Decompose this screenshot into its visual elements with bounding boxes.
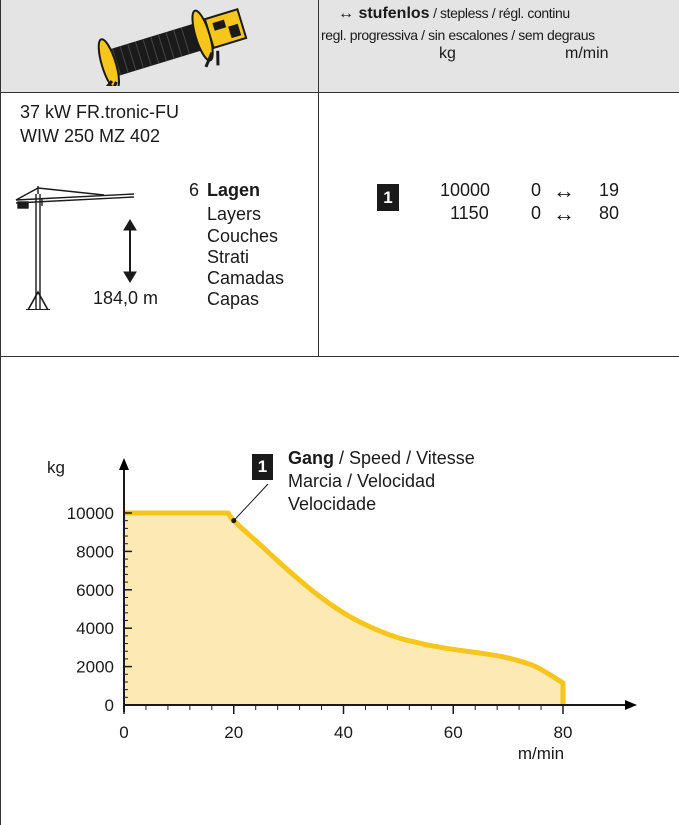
layer-label-it: Strati: [207, 247, 250, 267]
double-arrow-icon-row-2: ↔: [553, 201, 575, 226]
grid-line-vertical: [318, 0, 319, 356]
tower-crane-icon: [15, 186, 137, 310]
crane-height: 184,0 m: [93, 288, 159, 308]
load-speed-chart: 0 2000 4000 6000 8000 10000 0 20 40 60 80 kg m/min: [47, 458, 637, 763]
gear-badge: 1: [377, 184, 399, 211]
x-tick-label: 20: [224, 723, 243, 742]
layer-label-fr: Couches: [207, 226, 279, 246]
grid-line-header-bottom: [0, 92, 679, 93]
y-tick-label: 10000: [67, 504, 114, 523]
legend-line-1: Gang / Speed / Vitesse: [288, 448, 475, 469]
layer-count: 6: [189, 180, 200, 200]
grid-line-section-bottom: [0, 356, 679, 357]
stepless-main: stufenlos: [358, 5, 430, 22]
legend-gear-badge: 1: [252, 454, 273, 480]
y-tick-label: 4000: [76, 619, 114, 638]
load-row-2: 1150: [450, 203, 489, 223]
capacity-curve: [124, 510, 566, 705]
x-axis-label: m/min: [518, 744, 564, 763]
capacity-area: [124, 513, 563, 705]
double-arrow-icon: ↔: [338, 5, 354, 22]
legend-bold: Gang: [288, 448, 335, 468]
vmax-row-2: 80: [599, 203, 620, 223]
x-tick-label: 40: [334, 723, 353, 742]
x-tick-label: 0: [119, 723, 128, 742]
winch-model: WIW 250 MZ 402: [20, 126, 161, 146]
legend-line-2: Marcia / Velocidad: [288, 471, 436, 491]
knee-point: [231, 518, 237, 524]
y-axis-label: kg: [47, 458, 65, 477]
x-axis-arrow: [625, 700, 637, 710]
layer-label-es: Capas: [207, 289, 260, 309]
legend-line-3: Velocidade: [288, 494, 377, 514]
grid-line-top-left: [0, 0, 1, 825]
layer-label-de: Lagen: [207, 180, 261, 200]
y-axis-arrow: [119, 458, 129, 470]
layer-label-pt: Camadas: [207, 268, 285, 288]
legend-leader-line: [233, 483, 269, 522]
vmin-row-1: 0: [531, 180, 542, 200]
vmax-row-1: 19: [599, 180, 620, 200]
y-tick-label: 0: [105, 696, 114, 715]
legend-rest: / Speed / Vitesse: [334, 448, 475, 468]
y-tick-label: 6000: [76, 581, 114, 600]
x-tick-label: 80: [554, 723, 573, 742]
x-tick-label: 60: [444, 723, 463, 742]
double-arrow-icon-row-1: ↔: [553, 178, 575, 203]
y-tick-label: 8000: [76, 542, 114, 561]
stepless-translations-line2: regl. progressiva / sin escalones / sem …: [321, 27, 595, 43]
stepless-heading: ↔ stufenlos / stepless / régl. continu: [338, 5, 570, 23]
stepless-translations: / stepless / régl. continu: [429, 5, 570, 21]
unit-kg-header: kg: [439, 45, 456, 62]
vmin-row-2: 0: [531, 203, 542, 223]
motor-power: 37 kW FR.tronic-FU: [20, 102, 180, 122]
y-tick-label: 2000: [76, 658, 114, 677]
layer-label-en: Layers: [207, 204, 262, 224]
hoist-winch-illustration: [97, 7, 248, 86]
unit-speed-header: m/min: [565, 45, 609, 62]
load-row-1: 10000: [440, 180, 491, 200]
